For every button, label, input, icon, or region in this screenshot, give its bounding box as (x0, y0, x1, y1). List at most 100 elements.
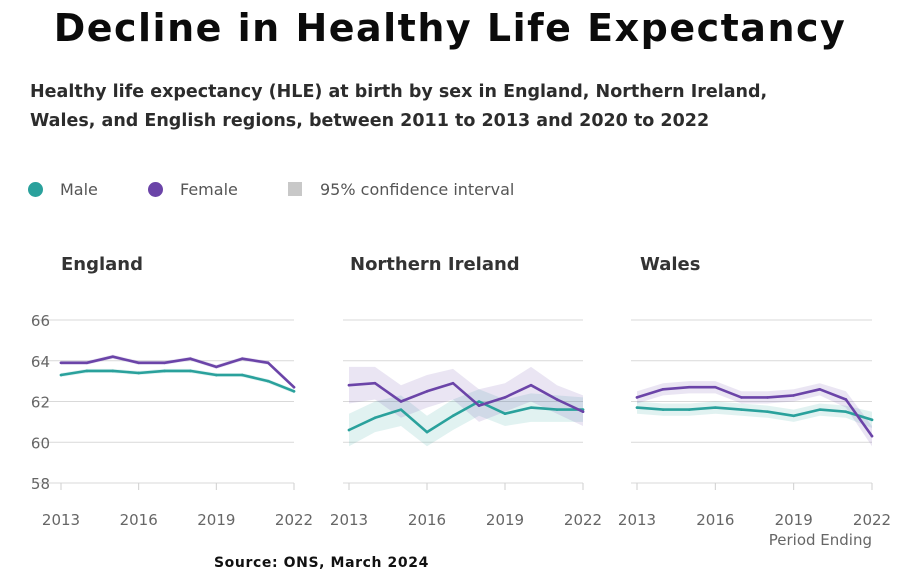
x-tick-northern-ireland-2019: 2019 (486, 511, 524, 529)
data-point-wales-male-2015 (687, 408, 691, 411)
data-point-northern-ireland-female-2017 (451, 381, 455, 385)
x-tick-england-2019: 2019 (197, 511, 235, 529)
x-tick-wales-2019: 2019 (775, 511, 813, 529)
x-tick-wales-2022: 2022 (853, 511, 891, 529)
series-line-wales-male (635, 406, 874, 422)
data-point-england-male-2016 (137, 371, 140, 375)
x-tick-wales-2016: 2016 (696, 511, 734, 529)
data-point-england-male-2017 (163, 369, 166, 373)
y-tick-66: 66 (31, 312, 50, 330)
data-point-northern-ireland-female-2013 (347, 383, 351, 387)
data-point-wales-female-2019 (792, 394, 795, 397)
data-point-wales-male-2019 (792, 414, 795, 418)
subtitle-line-2: Wales, and English regions, between 2011… (30, 111, 710, 131)
data-point-england-male-2018 (189, 369, 192, 373)
data-point-wales-male-2020 (818, 408, 822, 411)
ci-band-wales-male (637, 401, 872, 428)
source-note: Source: ONS, March 2024 (214, 555, 429, 571)
data-point-england-female-2020 (240, 357, 244, 361)
series-line-northern-ireland-female (347, 381, 585, 414)
data-point-wales-male-2014 (661, 408, 665, 411)
data-point-wales-male-2022 (870, 418, 874, 422)
data-point-wales-male-2021 (844, 410, 848, 413)
data-point-england-female-2013 (59, 361, 63, 365)
series-line-england-female (59, 355, 296, 389)
x-tick-northern-ireland-2013: 2013 (330, 511, 368, 529)
data-point-northern-ireland-female-2018 (477, 404, 481, 407)
panel-title-northern-ireland: Northern Ireland (350, 254, 520, 275)
data-point-northern-ireland-male-2018 (477, 400, 481, 403)
x-tick-northern-ireland-2022: 2022 (564, 511, 602, 529)
data-point-northern-ireland-male-2019 (503, 412, 507, 416)
data-point-northern-ireland-male-2015 (399, 408, 403, 411)
y-tick-64: 64 (31, 353, 50, 371)
data-point-england-male-2022 (292, 390, 296, 393)
data-point-england-female-2019 (215, 365, 218, 369)
data-point-wales-female-2013 (635, 396, 639, 399)
data-point-england-female-2021 (266, 361, 270, 365)
data-point-northern-ireland-female-2016 (425, 390, 429, 393)
panel-title-wales: Wales (640, 254, 700, 275)
x-tick-england-2013: 2013 (42, 511, 80, 529)
x-tick-northern-ireland-2016: 2016 (408, 511, 446, 529)
data-point-wales-female-2015 (687, 385, 691, 389)
data-point-wales-male-2013 (635, 406, 639, 409)
legend-label-female: Female (180, 180, 238, 199)
legend-label-ci: 95% confidence interval (320, 180, 515, 199)
data-point-northern-ireland-male-2013 (347, 428, 351, 432)
ci-band-northern-ireland-male (349, 389, 583, 447)
series-line-wales-female (635, 385, 874, 438)
x-tick-england-2016: 2016 (120, 511, 158, 529)
data-point-wales-male-2016 (714, 406, 717, 409)
subtitle-line-1: Healthy life expectancy (HLE) at birth b… (30, 82, 768, 102)
ci-band-england-male (61, 368, 294, 394)
data-point-northern-ireland-male-2020 (529, 406, 533, 409)
data-point-england-female-2017 (163, 361, 166, 365)
y-tick-62: 62 (31, 394, 50, 412)
data-point-england-male-2021 (266, 379, 270, 383)
data-point-wales-male-2017 (740, 408, 743, 411)
data-point-england-male-2019 (215, 373, 218, 377)
data-point-england-male-2013 (59, 373, 63, 377)
ci-legend-swatch (288, 182, 302, 196)
data-point-wales-female-2016 (714, 385, 717, 389)
data-point-wales-female-2020 (818, 387, 822, 391)
data-point-wales-female-2018 (766, 396, 769, 399)
data-point-wales-female-2017 (740, 396, 743, 399)
data-point-northern-ireland-male-2016 (425, 430, 429, 434)
data-point-northern-ireland-female-2014 (373, 381, 377, 385)
data-point-england-male-2015 (111, 369, 115, 373)
ci-band-northern-ireland-female (349, 366, 583, 426)
y-tick-60: 60 (31, 434, 50, 452)
data-point-wales-female-2014 (661, 387, 665, 391)
series-line-england-male (59, 369, 296, 393)
data-point-northern-ireland-male-2021 (555, 408, 559, 411)
x-tick-wales-2013: 2013 (618, 511, 656, 529)
male-legend-dot (28, 182, 43, 197)
data-point-england-female-2016 (137, 361, 140, 365)
data-point-wales-male-2018 (766, 410, 769, 413)
data-point-england-male-2020 (240, 373, 244, 377)
x-axis-label: Period Ending (769, 531, 872, 549)
panel-title-england: England (61, 254, 143, 275)
data-point-northern-ireland-female-2019 (503, 396, 507, 399)
data-point-northern-ireland-male-2017 (451, 414, 455, 418)
data-point-northern-ireland-female-2015 (399, 400, 403, 403)
x-tick-england-2022: 2022 (275, 511, 313, 529)
legend-label-male: Male (60, 180, 98, 199)
data-point-england-male-2014 (85, 369, 89, 373)
female-legend-dot (148, 182, 163, 197)
data-point-england-female-2015 (111, 355, 115, 358)
data-point-england-female-2022 (292, 385, 296, 389)
chart-title: Decline in Healthy Life Expectancy (53, 6, 847, 50)
data-point-england-female-2018 (189, 357, 192, 361)
ci-band-wales-female (637, 381, 872, 447)
data-point-wales-female-2021 (844, 398, 848, 401)
data-point-northern-ireland-female-2021 (555, 398, 559, 401)
chart-subtitle: Healthy life expectancy (HLE) at birth b… (30, 78, 810, 136)
data-point-northern-ireland-male-2014 (373, 416, 377, 420)
y-tick-58: 58 (31, 475, 50, 493)
data-point-england-female-2014 (85, 361, 89, 365)
data-point-wales-female-2022 (870, 434, 874, 438)
